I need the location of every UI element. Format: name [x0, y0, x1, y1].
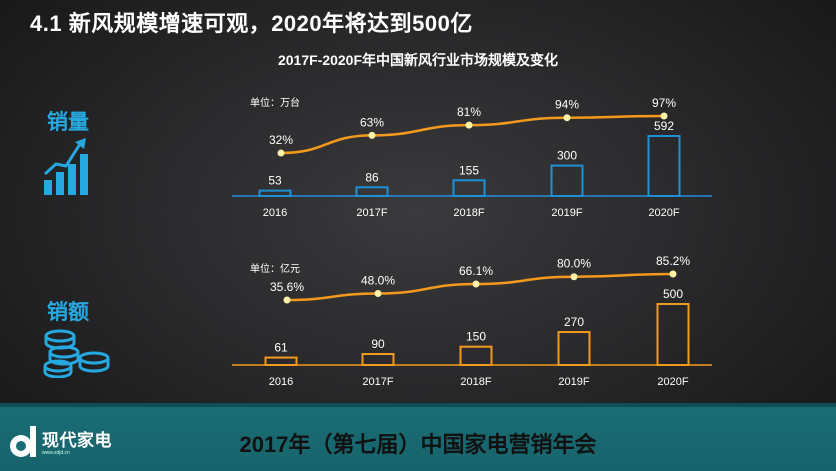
amount-category-label: 2020F	[657, 376, 688, 388]
logo-mark-icon	[10, 426, 36, 457]
volume-trend-point	[465, 121, 473, 129]
amount-bar-value-label: 270	[564, 315, 584, 329]
amount-trend-point	[472, 280, 480, 288]
sales-amount-label: 销额	[47, 301, 89, 324]
amount-bar	[264, 356, 298, 367]
logo-name: 现代家电	[42, 431, 112, 450]
slide-title: 4.1 新风规模增速可观，2020年将达到500亿	[30, 11, 473, 36]
footer-divider	[0, 403, 836, 407]
volume-trend-label: 32%	[269, 133, 293, 147]
volume-category-label: 2018F	[453, 207, 484, 219]
amount-unit-label: 单位：亿元	[250, 262, 300, 275]
sales-volume-label: 销量	[47, 111, 89, 134]
volume-bar	[258, 189, 292, 197]
volume-bar	[647, 135, 681, 197]
volume-bar-value-label: 53	[268, 174, 282, 188]
footer-title: 2017年（第七届）中国家电营销年会	[239, 432, 597, 457]
volume-bar-value-label: 592	[654, 119, 674, 133]
footer-bar	[0, 407, 836, 471]
amount-category-label: 2018F	[460, 376, 491, 388]
logo-url: www.xdjd.cn	[42, 450, 70, 456]
volume-trend-label: 94%	[555, 98, 579, 112]
volume-trend-label: 63%	[360, 115, 384, 129]
volume-category-label: 2019F	[551, 207, 582, 219]
amount-bar-value-label: 150	[466, 330, 486, 344]
amount-bar	[459, 345, 493, 367]
volume-trend-label: 97%	[652, 96, 676, 110]
volume-category-label: 2020F	[648, 207, 679, 219]
amount-bar	[656, 303, 690, 366]
volume-trend-line	[280, 114, 665, 155]
amount-trend-point	[283, 296, 291, 304]
amount-category-label: 2017F	[362, 376, 393, 388]
volume-bar-value-label: 155	[459, 163, 479, 177]
chart-title: 2017F-2020F年中国新风行业市场规模及变化	[277, 52, 559, 68]
amount-trend-label: 35.6%	[270, 280, 304, 294]
amount-trend-point	[669, 270, 677, 278]
volume-trend-point	[660, 112, 668, 120]
volume-category-label: 2016	[263, 207, 287, 219]
amount-bar	[361, 353, 395, 366]
volume-bar-value-label: 300	[557, 149, 577, 163]
volume-bar	[550, 164, 584, 197]
charts-canvas: 单位：万台 53 2016 86 2017F 155 2018F 300 2019F 592 202…	[232, 96, 712, 388]
volume-category-label: 2017F	[356, 207, 387, 219]
volume-trend-point	[563, 114, 571, 122]
volume-trend-point	[277, 149, 285, 157]
volume-bar-value-label: 86	[365, 170, 379, 184]
amount-trend-point	[570, 273, 578, 281]
amount-trend-label: 85.2%	[656, 254, 690, 268]
volume-trend-point	[368, 131, 376, 139]
amount-category-label: 2019F	[558, 376, 589, 388]
amount-bar-value-label: 90	[371, 337, 385, 351]
coins-stack-icon	[43, 329, 110, 378]
volume-bar	[355, 186, 389, 197]
volume-bar	[452, 179, 486, 198]
amount-bar-value-label: 500	[663, 287, 683, 301]
amount-bar-value-label: 61	[274, 341, 288, 355]
amount-bar	[557, 331, 591, 366]
volume-trend-label: 81%	[457, 105, 481, 119]
amount-trend-point	[374, 290, 382, 297]
amount-category-label: 2016	[269, 376, 293, 388]
logo: 现代家电 www.xdjd.cn	[8, 424, 148, 464]
amount-trend-label: 80.0%	[557, 257, 591, 271]
growth-bar-chart-icon	[43, 138, 88, 195]
volume-unit-label: 单位：万台	[250, 96, 300, 109]
amount-trend-label: 66.1%	[459, 264, 493, 278]
amount-trend-label: 48.0%	[361, 274, 395, 288]
